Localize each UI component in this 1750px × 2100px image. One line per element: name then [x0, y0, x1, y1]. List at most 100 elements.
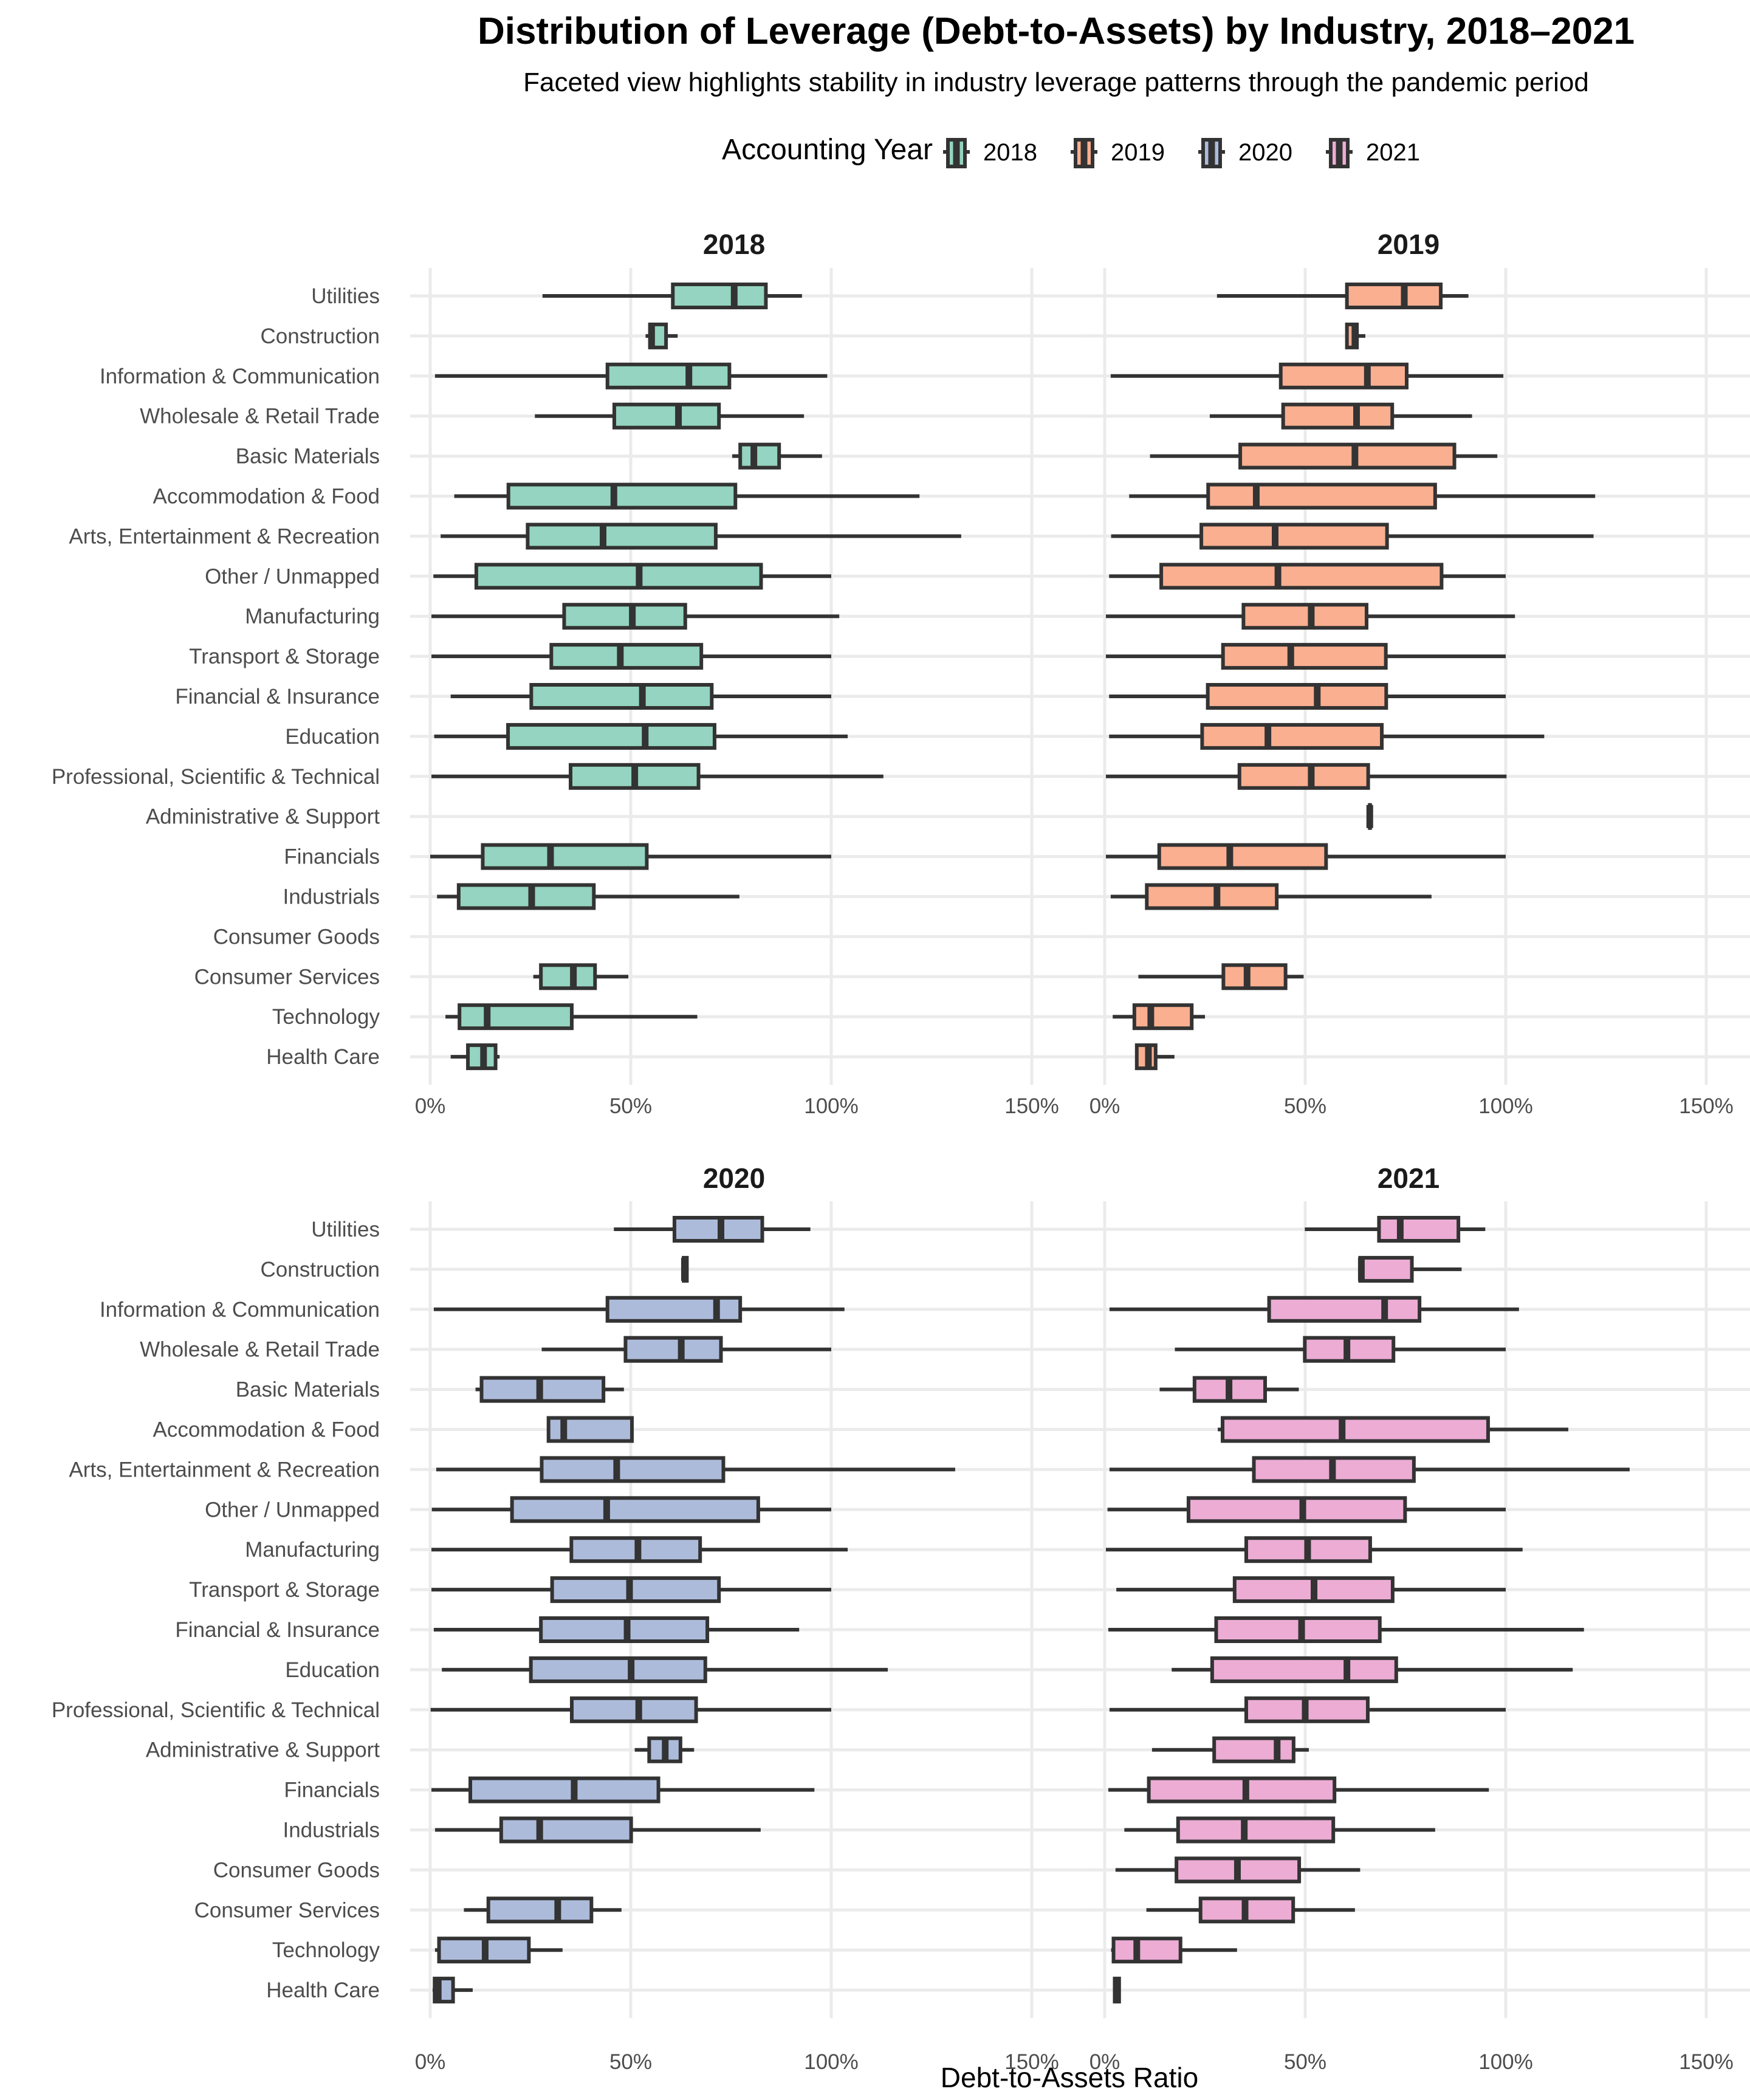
boxplot-2020-19 [432, 1977, 473, 2004]
y-tick-label: Basic Materials [236, 445, 380, 468]
iqr-box [1345, 283, 1443, 309]
boxplot-2020-11 [442, 1656, 888, 1683]
x-tick-label: 50% [609, 1094, 652, 1118]
boxplot-2021-3 [1175, 1336, 1506, 1363]
y-tick-label: Utilities [311, 1218, 380, 1241]
boxplot-2020-2 [433, 1295, 845, 1323]
boxplot-2018-12 [431, 763, 884, 790]
iqr-box [1221, 643, 1388, 670]
boxplot-2021-5 [1218, 1416, 1568, 1443]
iqr-box [526, 523, 718, 550]
boxplot-2020-7 [431, 1496, 831, 1523]
iqr-box [1206, 683, 1388, 710]
boxplot-2018-14 [430, 843, 831, 870]
facet-title: 2018 [703, 228, 765, 260]
boxplot-2020-12 [430, 1696, 831, 1723]
y-tick-label: Other / Unmapped [205, 564, 380, 588]
x-tick-label: 150% [1679, 1094, 1734, 1118]
boxplot-2020-8 [431, 1536, 848, 1563]
y-tick-label: Utilities [311, 284, 380, 308]
x-tick-label: 150% [1004, 1094, 1059, 1118]
chart-subtitle: Faceted view highlights stability in ind… [523, 67, 1589, 97]
boxplot-2020-13 [634, 1736, 695, 1763]
boxplot-2019-5 [1129, 482, 1596, 510]
iqr-box [1214, 1616, 1382, 1643]
y-tick-label: Accommodation & Food [153, 485, 380, 509]
y-tick-label: Administrative & Support [146, 805, 380, 829]
legend-label: 2021 [1366, 139, 1420, 166]
boxplot-2021-2 [1109, 1295, 1519, 1323]
iqr-box [1159, 563, 1444, 590]
y-tick-label: Education [285, 1658, 380, 1682]
y-tick-label: Financials [284, 845, 380, 869]
x-tick-label: 100% [804, 2050, 859, 2074]
iqr-box [569, 1696, 698, 1723]
boxplot-2018-19 [450, 1043, 500, 1071]
boxplot-2020-14 [431, 1776, 815, 1803]
boxplot-2019-14 [1105, 843, 1506, 870]
x-tick-label: 50% [1284, 1094, 1326, 1118]
iqr-box [468, 1776, 661, 1803]
boxplot-2021-7 [1107, 1496, 1506, 1523]
x-tick-label: 0% [415, 2050, 446, 2074]
boxplot-2020-18 [434, 1937, 563, 1964]
iqr-box [1241, 603, 1368, 630]
boxplot-2019-15 [1110, 883, 1432, 910]
y-tick-label: Construction [261, 324, 380, 348]
boxplot-2021-8 [1105, 1536, 1523, 1563]
iqr-box [1147, 1776, 1337, 1803]
iqr-box [1200, 722, 1384, 750]
boxplot-2021-12 [1109, 1696, 1506, 1723]
y-tick-label: Information & Communication [100, 1298, 380, 1322]
iqr-box [1267, 1295, 1422, 1323]
boxplot-2019-4 [1150, 442, 1498, 470]
y-tick-label: Financials [284, 1779, 380, 1802]
y-tick-label: Construction [261, 1258, 380, 1282]
boxplot-2019-0 [1216, 283, 1469, 309]
iqr-box [456, 883, 596, 910]
y-tick-label: Health Care [266, 1045, 380, 1069]
x-tick-label: 50% [1284, 2050, 1326, 2074]
boxplot-2018-7 [433, 563, 831, 590]
boxplot-2021-14 [1108, 1776, 1489, 1803]
boxplot-2019-12 [1105, 763, 1507, 790]
legend-item-2018: 2018 [943, 138, 1037, 168]
boxplot-2021-4 [1159, 1376, 1299, 1403]
boxplot-2018-3 [535, 402, 805, 430]
boxplot-2021-18 [1111, 1937, 1237, 1964]
chart-title: Distribution of Leverage (Debt-to-Assets… [478, 10, 1635, 52]
iqr-box [1221, 1416, 1490, 1443]
boxplot-2019-10 [1109, 683, 1506, 710]
y-tick-label: Consumer Services [194, 1898, 380, 1922]
x-tick-label: 100% [1478, 2050, 1533, 2074]
boxplot-2020-4 [475, 1376, 624, 1403]
boxplot-2018-8 [431, 603, 840, 630]
iqr-box [738, 442, 781, 470]
legend-label: 2020 [1238, 139, 1292, 166]
iqr-box [1238, 442, 1457, 470]
iqr-box [623, 1336, 723, 1363]
iqr-box [1278, 362, 1409, 389]
legend-item-2021: 2021 [1326, 138, 1420, 168]
boxplot-2020-6 [436, 1456, 955, 1483]
y-tick-label: Accommodation & Food [153, 1418, 380, 1442]
boxplot-2021-1 [1357, 1255, 1462, 1283]
boxplot-2020-17 [464, 1896, 622, 1924]
x-tick-label: 0% [1089, 2050, 1120, 2074]
y-tick-label: Technology [272, 1005, 380, 1029]
boxplot-2019-2 [1110, 362, 1504, 389]
iqr-box [474, 563, 763, 590]
iqr-box [549, 643, 704, 670]
boxplot-2019-18 [1113, 1003, 1205, 1031]
y-tick-label: Technology [272, 1938, 380, 1962]
iqr-box [486, 1896, 594, 1924]
facet-2019: 2019 0% 50% 100% 150% [1085, 228, 1750, 1118]
y-tick-label: Financial & Insurance [175, 685, 380, 709]
x-tick-label: 150% [1679, 2050, 1734, 2074]
legend-label: 2019 [1111, 139, 1165, 166]
x-tick-label: 150% [1004, 2050, 1059, 2074]
boxplot-2021-17 [1146, 1896, 1355, 1924]
boxplot-2021-11 [1172, 1656, 1573, 1683]
facet-title: 2020 [703, 1162, 765, 1194]
iqr-box [1157, 843, 1328, 870]
